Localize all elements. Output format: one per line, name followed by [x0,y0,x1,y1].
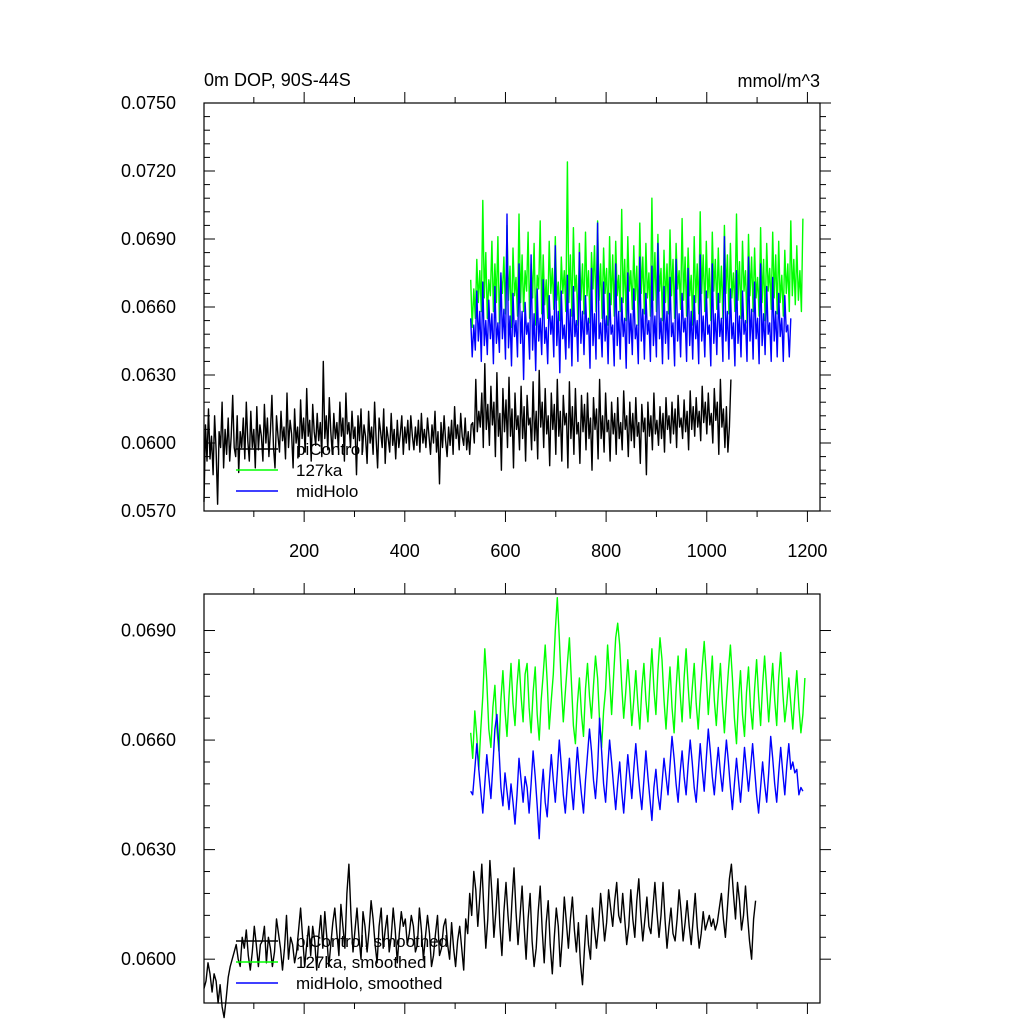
top-panel-y-tick-label: 0.0630 [121,365,176,385]
bottom-panel-y-tick-label: 0.0630 [121,840,176,860]
series-line-127ka-smoothed [470,597,806,770]
series-line-midholo-smoothed [470,713,804,840]
bottom-panel: 0.0600 0.0630 0.0660 0.0690 piControl, smoot… [121,583,831,1019]
top-panel-units: mmol/m^3 [738,71,820,91]
legend-label-midholo-smoothed: midHolo, smoothed [296,974,442,993]
legend-label-picontrol: piControl [296,440,364,459]
top-panel-y-tick-label: 0.0660 [121,297,176,317]
top-panel: 0m DOP, 90S-44S mmol/m^3 0.0570 0.0600 0.0… [121,70,831,561]
top-panel-x-tick-label: 200 [289,541,319,561]
series-line-midholo [470,213,792,381]
top-panel-y-tick-label: 0.0690 [121,229,176,249]
bottom-panel-y-tick-label: 0.0660 [121,730,176,750]
legend-label-127ka-smoothed: 127ka, smoothed [296,953,426,972]
top-panel-x-tick-label: 1000 [687,541,727,561]
bottom-panel-y-tick-label: 0.0690 [121,621,176,641]
series-line-picontrol [203,360,732,505]
top-panel-x-tick-label: 600 [490,541,520,561]
top-panel-title: 0m DOP, 90S-44S [204,70,351,90]
bottom-panel-y-tick-label: 0.0600 [121,949,176,969]
top-panel-y-tick-label: 0.0750 [121,93,176,113]
top-panel-y-tick-label: 0.0600 [121,433,176,453]
top-panel-y-tick-label: 0.0570 [121,501,176,521]
top-panel-x-tick-label: 400 [390,541,420,561]
legend-label-127ka: 127ka [296,461,343,480]
series-line-picontrol-smoothed [203,859,757,1019]
bottom-panel-frame [203,593,821,1004]
top-panel-x-tick-label: 1200 [787,541,827,561]
top-panel-y-tick-label: 0.0720 [121,161,176,181]
series-line-127ka [470,161,804,329]
top-panel-x-tick-label: 800 [591,541,621,561]
legend-label-midholo: midHolo [296,482,358,501]
legend-label-picontrol-smoothed: piControl, smoothed [296,932,448,951]
